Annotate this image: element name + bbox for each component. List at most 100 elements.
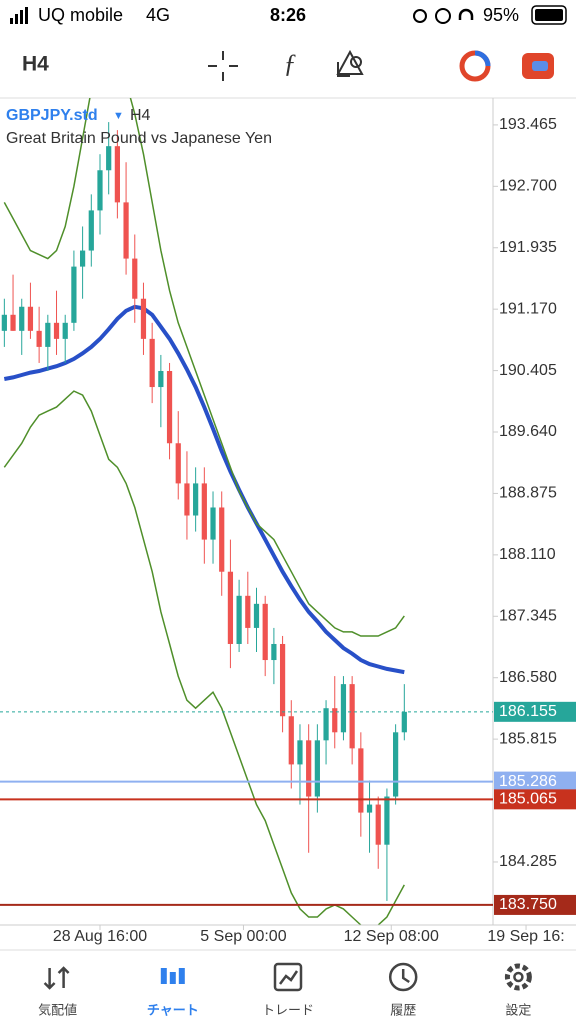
candle-body [184,483,190,516]
y-tick-label: 189.640 [499,423,557,440]
candle-body [71,266,77,323]
symbol-description: Great Britain Pound vs Japanese Yen [6,130,272,147]
candle-body [349,684,355,749]
candle-body [227,571,234,644]
indicator-line [3,304,405,675]
account-icon[interactable] [459,50,491,82]
candle-body [245,595,251,628]
y-tick-label: 191.170 [499,300,557,317]
nav-icon [160,968,167,984]
candle-body [332,708,338,733]
candle-body [253,603,260,628]
y-tick-label: 191.935 [499,239,557,256]
candle-body [340,684,347,733]
nav-icon [388,962,418,992]
candle-body [375,804,381,845]
candle-body [123,202,129,259]
candle-body [271,643,277,661]
price-label-box [494,701,576,722]
candle-body [175,443,181,484]
price-label-box [494,771,576,792]
indicator-icon[interactable]: ƒ [284,49,297,78]
chart-timeframe: H4 [130,107,151,124]
candle-body [53,322,60,339]
nav-label: 気配値 [38,1002,77,1017]
candle-body [366,804,373,813]
crosshair-icon[interactable] [208,51,238,81]
candle-body [27,306,34,331]
candle-body [236,595,242,644]
x-tick-label: 5 Sep 00:00 [200,928,286,945]
x-tick-label: 28 Aug 16:00 [53,928,147,945]
candle-body [114,146,120,203]
candle-body [62,322,68,339]
nav-item[interactable]: トレード [262,962,314,1017]
candle-body [140,298,147,339]
y-tick-label: 185.815 [499,730,557,747]
price-label: 185.065 [499,791,557,808]
candle-body [88,210,94,251]
candle-body [384,796,390,845]
nav-label: 履歴 [390,1002,416,1017]
carrier: UQ mobile [38,5,123,25]
bottom-nav: 気配値 チャート トレード 履歴 設定 [38,962,532,1017]
indicator-line [3,390,405,925]
y-tick-label: 187.345 [499,607,557,624]
toolbar: H4 ƒ [22,49,554,82]
nav-item[interactable]: チャート [147,968,199,1017]
nav-icon [279,970,299,985]
candle-body [158,370,164,388]
nav-icon [273,962,303,992]
clock: 8:26 [270,5,306,25]
objects-icon[interactable] [336,49,364,77]
candle-body [149,338,155,388]
nav-label: チャート [147,1002,199,1017]
price-label: 186.155 [499,703,557,720]
candle-body [79,250,86,267]
nav-icon [401,969,410,984]
nav-icon [513,971,524,983]
y-tick-label: 186.580 [499,669,557,686]
symbol-dropdown[interactable]: ▼ [113,110,124,122]
timeframe-button[interactable]: H4 [22,53,49,76]
x-tick-label: 12 Sep 08:00 [344,928,439,945]
candle-body [262,603,268,661]
nav-icon [178,968,185,984]
candle-body [306,740,312,797]
x-tick-label: 19 Sep 16: [487,928,564,945]
nav-icon [43,966,70,990]
trade-icon[interactable] [522,53,554,79]
y-tick-label: 190.405 [499,362,557,379]
price-label-box [494,789,576,810]
status-bar: UQ mobile 4G 8:26 95% [10,5,567,25]
nav-label: トレード [262,1002,314,1017]
nav-item[interactable]: 履歴 [388,962,418,1017]
y-tick-label: 192.700 [499,178,557,195]
candle-body [10,314,16,331]
candle-body [1,314,7,331]
candle-body [36,330,42,347]
nav-item[interactable]: 設定 [504,963,532,1017]
candle-body [106,146,112,171]
y-tick-label: 184.285 [499,853,557,870]
candle-body [323,708,329,741]
candle-body [288,716,294,765]
nav-icon [169,972,176,984]
candle-body [314,740,320,797]
candle-body [193,483,199,516]
nav-item[interactable]: 気配値 [38,966,77,1017]
plot-area [1,98,407,925]
price-label-box [494,894,576,915]
candle-body [219,507,225,572]
indicator-line [3,98,405,637]
symbol[interactable]: GBPJPY.std [6,107,98,124]
y-tick-label: 188.875 [499,485,557,502]
candle-body [45,322,51,347]
nav-icon [504,963,532,991]
candle-body [210,507,216,540]
candle-body [401,711,407,733]
y-tick-label: 188.110 [499,546,556,563]
price-label: 183.750 [499,896,557,913]
